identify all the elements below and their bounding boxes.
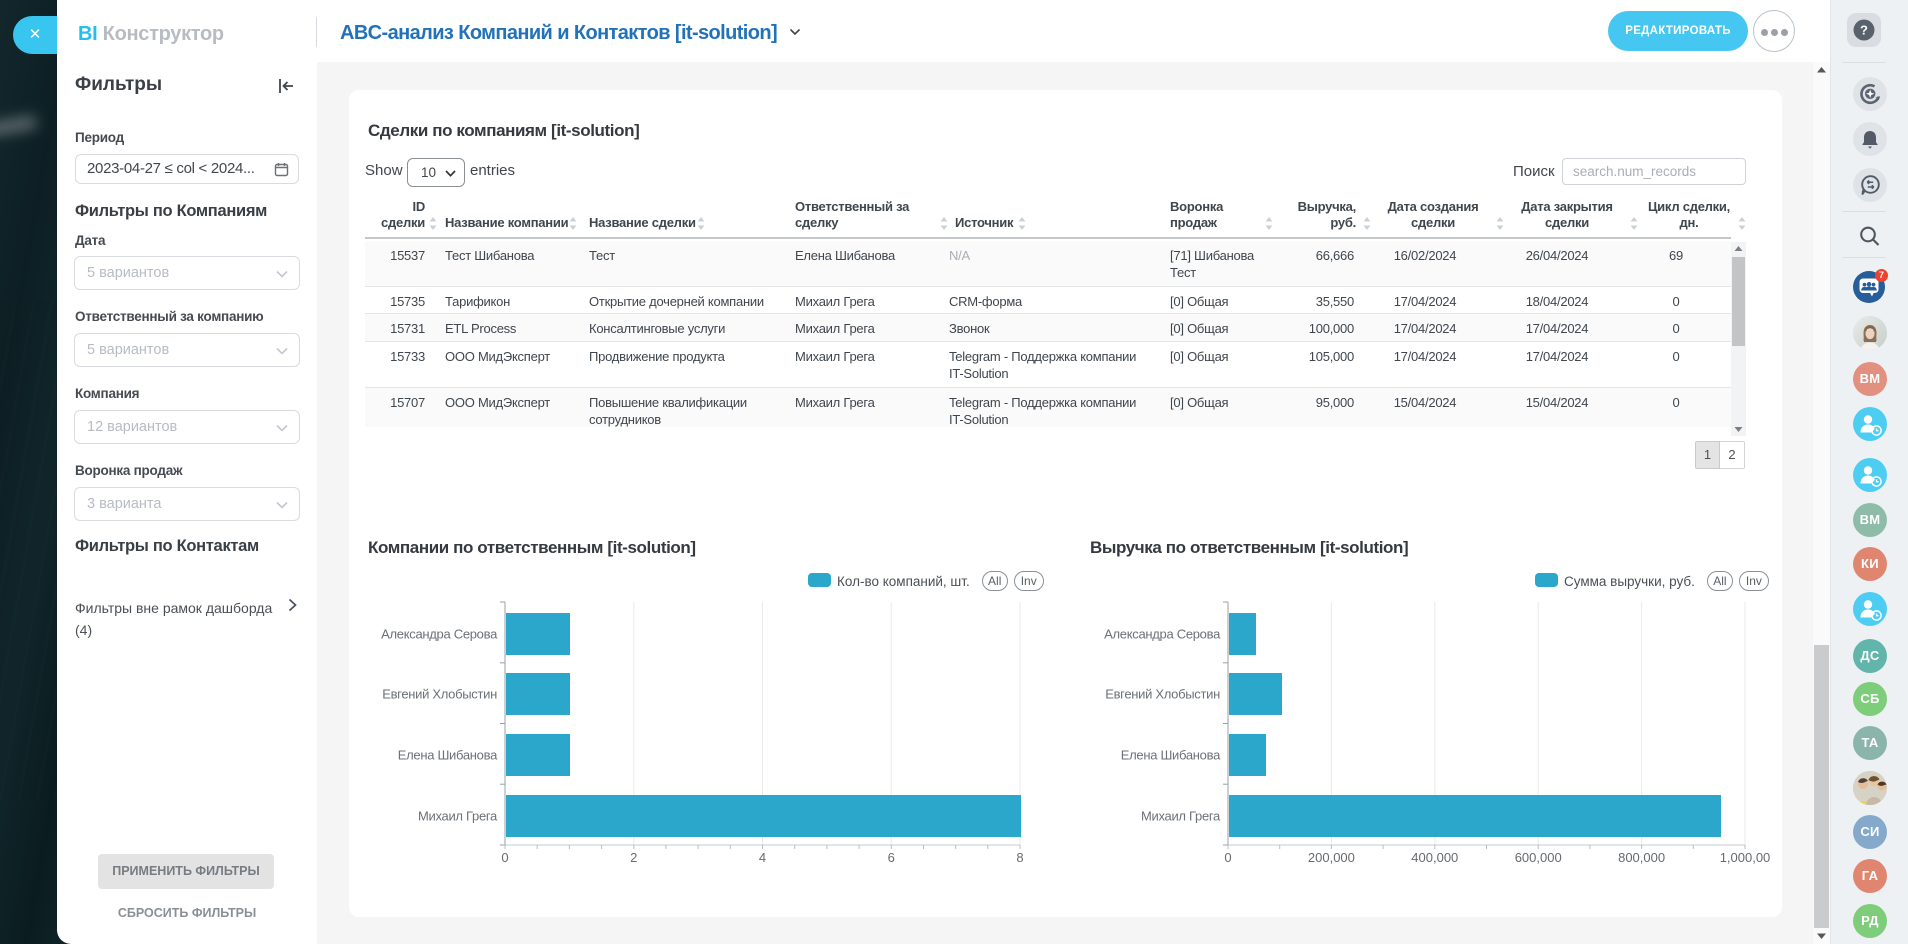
svg-text:600,000: 600,000 — [1515, 850, 1562, 865]
svg-text:Елена Шибанова: Елена Шибанова — [1121, 748, 1221, 763]
svg-text:6: 6 — [888, 850, 895, 865]
svg-text:8: 8 — [1016, 850, 1023, 865]
svg-text:200,000: 200,000 — [1308, 850, 1355, 865]
svg-text:0: 0 — [501, 850, 508, 865]
svg-text:Михаил Грега: Михаил Грега — [1141, 809, 1221, 824]
svg-text:800,000: 800,000 — [1618, 850, 1665, 865]
svg-text:0: 0 — [1224, 850, 1231, 865]
svg-text:400,000: 400,000 — [1411, 850, 1458, 865]
svg-text:1,000,00: 1,000,00 — [1720, 850, 1771, 865]
svg-text:2: 2 — [630, 850, 637, 865]
svg-text:Евгений Хлобыстин: Евгений Хлобыстин — [382, 687, 497, 702]
svg-text:Михаил Грега: Михаил Грега — [418, 809, 498, 824]
svg-text:Евгений Хлобыстин: Евгений Хлобыстин — [1105, 687, 1220, 702]
svg-text:Александра Серова: Александра Серова — [1104, 627, 1221, 642]
svg-text:Елена Шибанова: Елена Шибанова — [398, 748, 498, 763]
svg-text:4: 4 — [759, 850, 766, 865]
svg-text:?: ? — [1860, 23, 1868, 38]
svg-text:Александра Серова: Александра Серова — [381, 627, 498, 642]
